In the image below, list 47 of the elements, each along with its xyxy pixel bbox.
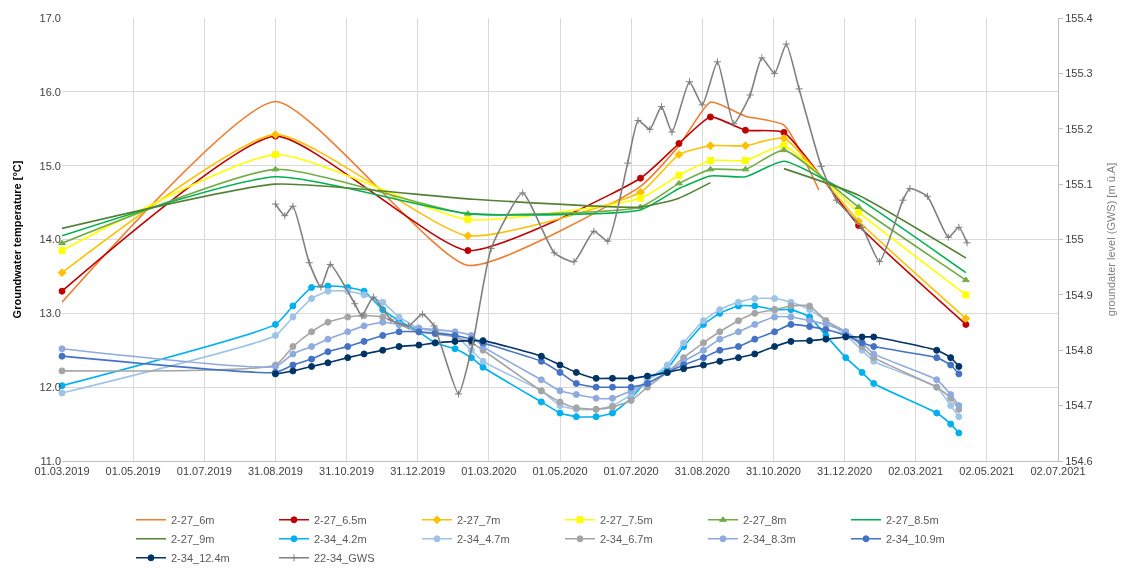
y-tick-label: 16.0 bbox=[39, 85, 61, 98]
legend-label: 2-27_8.5m bbox=[886, 514, 939, 527]
y2-tick-label: 154.9 bbox=[1065, 288, 1093, 301]
y2-tick-label: 154.6 bbox=[1065, 454, 1093, 467]
x-tick-label: 01.03.2019 bbox=[34, 465, 90, 478]
y2-tick-label: 155.1 bbox=[1065, 177, 1093, 190]
legend-label: 22-34_GWS bbox=[314, 552, 375, 565]
legend-label: 2-34_4.2m bbox=[314, 533, 367, 546]
y2-tick-label: 155.2 bbox=[1065, 122, 1093, 135]
legend-label: 2-34_6.7m bbox=[600, 533, 653, 546]
y-tick-label: 14.0 bbox=[39, 233, 61, 246]
legend-label: 2-27_9m bbox=[171, 533, 215, 546]
x-tick-label: 01.03.2020 bbox=[461, 465, 517, 478]
y-tick-label: 13.0 bbox=[39, 307, 61, 320]
legend-label: 2-27_6.5m bbox=[314, 514, 367, 527]
x-tick-label: 31.08.2019 bbox=[247, 465, 303, 478]
x-tick-label: 31.08.2020 bbox=[674, 465, 730, 478]
legend-label: 2-27_6m bbox=[171, 514, 215, 527]
legend-label: 2-34_12.4m bbox=[171, 552, 230, 565]
x-tick-label: 02.03.2021 bbox=[888, 465, 944, 478]
x-tick-label: 02.05.2021 bbox=[959, 465, 1015, 478]
y-tick-label: 17.0 bbox=[39, 11, 61, 24]
x-tick-label: 01.07.2019 bbox=[176, 465, 232, 478]
y2-tick-label: 154.8 bbox=[1065, 344, 1093, 357]
legend-label: 2-27_7.5m bbox=[600, 514, 653, 527]
legend-label: 2-27_8m bbox=[743, 514, 787, 527]
y2-tick-label: 155.3 bbox=[1065, 67, 1093, 80]
y-axis-title: Groundwater temperature [°C] bbox=[11, 160, 24, 319]
x-tick-label: 01.05.2019 bbox=[105, 465, 161, 478]
x-tick-label: 31.12.2019 bbox=[390, 465, 446, 478]
legend-label: 2-34_4.7m bbox=[457, 533, 510, 546]
legend-label: 2-27_7m bbox=[457, 514, 501, 527]
x-tick-label: 31.10.2020 bbox=[745, 465, 801, 478]
x-tick-label: 01.07.2020 bbox=[603, 465, 659, 478]
legend-label: 2-34_10.9m bbox=[886, 533, 945, 546]
legend-label: 2-34_8.3m bbox=[743, 533, 796, 546]
x-tick-label: 01.05.2020 bbox=[532, 465, 588, 478]
y2-tick-label: 155.4 bbox=[1065, 11, 1093, 24]
y-tick-label: 11.0 bbox=[40, 454, 61, 467]
x-tick-label: 02.07.2021 bbox=[1030, 465, 1086, 478]
y2-tick-label: 154.7 bbox=[1065, 399, 1093, 412]
y-tick-label: 12.0 bbox=[39, 381, 61, 394]
y2-axis-title: groundater level (GWS) [m ü.A] bbox=[1104, 162, 1117, 317]
y2-tick-label: 155 bbox=[1065, 233, 1084, 246]
x-tick-label: 31.12.2020 bbox=[817, 465, 873, 478]
x-tick-label: 31.10.2019 bbox=[319, 465, 375, 478]
y-tick-label: 15.0 bbox=[39, 159, 61, 172]
